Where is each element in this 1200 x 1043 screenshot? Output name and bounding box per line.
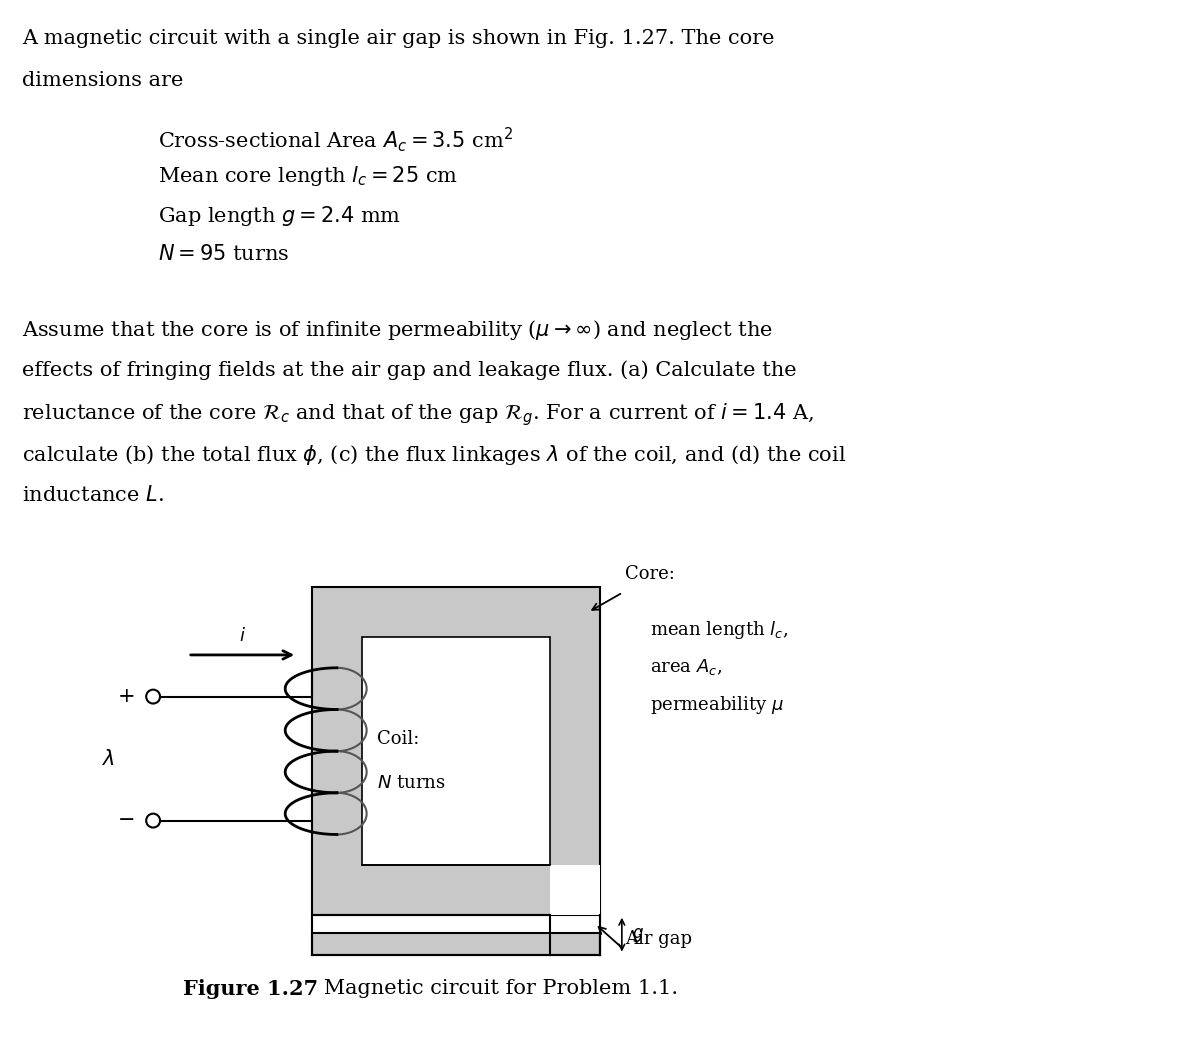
Text: dimensions are: dimensions are [22,71,184,90]
Text: Air gap: Air gap [625,929,692,948]
Text: area $A_c$,: area $A_c$, [649,657,722,677]
Text: −: − [118,811,136,830]
Text: Magnetic circuit for Problem 1.1.: Magnetic circuit for Problem 1.1. [304,979,678,998]
Bar [312,932,600,954]
Text: $i$: $i$ [239,627,246,645]
Text: permeability $\mu$: permeability $\mu$ [649,694,784,715]
Text: Core:: Core: [625,564,674,582]
Text: mean length $l_c$,: mean length $l_c$, [649,620,788,641]
Text: Cross-sectional Area $A_c = 3.5$ cm$^2$: Cross-sectional Area $A_c = 3.5$ cm$^2$ [158,125,514,153]
Text: Figure 1.27: Figure 1.27 [182,979,318,999]
Text: $N$ turns: $N$ turns [377,774,445,792]
Text: reluctance of the core $\mathcal{R}_c$ and that of the gap $\mathcal{R}_g$. For : reluctance of the core $\mathcal{R}_c$ a… [22,402,814,429]
Text: effects of fringing fields at the air gap and leakage flux. (a) Calculate the: effects of fringing fields at the air ga… [22,360,797,380]
Bar [312,587,600,915]
Text: $\lambda$: $\lambda$ [102,749,115,769]
Text: $g$: $g$ [631,926,643,944]
Bar [361,637,551,866]
Text: A magnetic circuit with a single air gap is shown in Fig. 1.27. The core: A magnetic circuit with a single air gap… [22,29,774,48]
Text: Gap length $g = 2.4$ mm: Gap length $g = 2.4$ mm [158,204,401,228]
Text: +: + [118,687,136,706]
Text: Mean core length $l_c = 25$ cm: Mean core length $l_c = 25$ cm [158,165,458,189]
Bar [551,866,600,915]
Text: $N = 95$ turns: $N = 95$ turns [158,244,289,264]
Text: calculate (b) the total flux $\phi$, (c) the flux linkages $\lambda$ of the coil: calculate (b) the total flux $\phi$, (c)… [22,443,846,467]
Text: Assume that the core is of infinite permeability ($\mu \rightarrow \infty$) and : Assume that the core is of infinite perm… [22,318,773,342]
Text: inductance $L$.: inductance $L$. [22,485,164,505]
Text: Coil:: Coil: [377,730,419,748]
